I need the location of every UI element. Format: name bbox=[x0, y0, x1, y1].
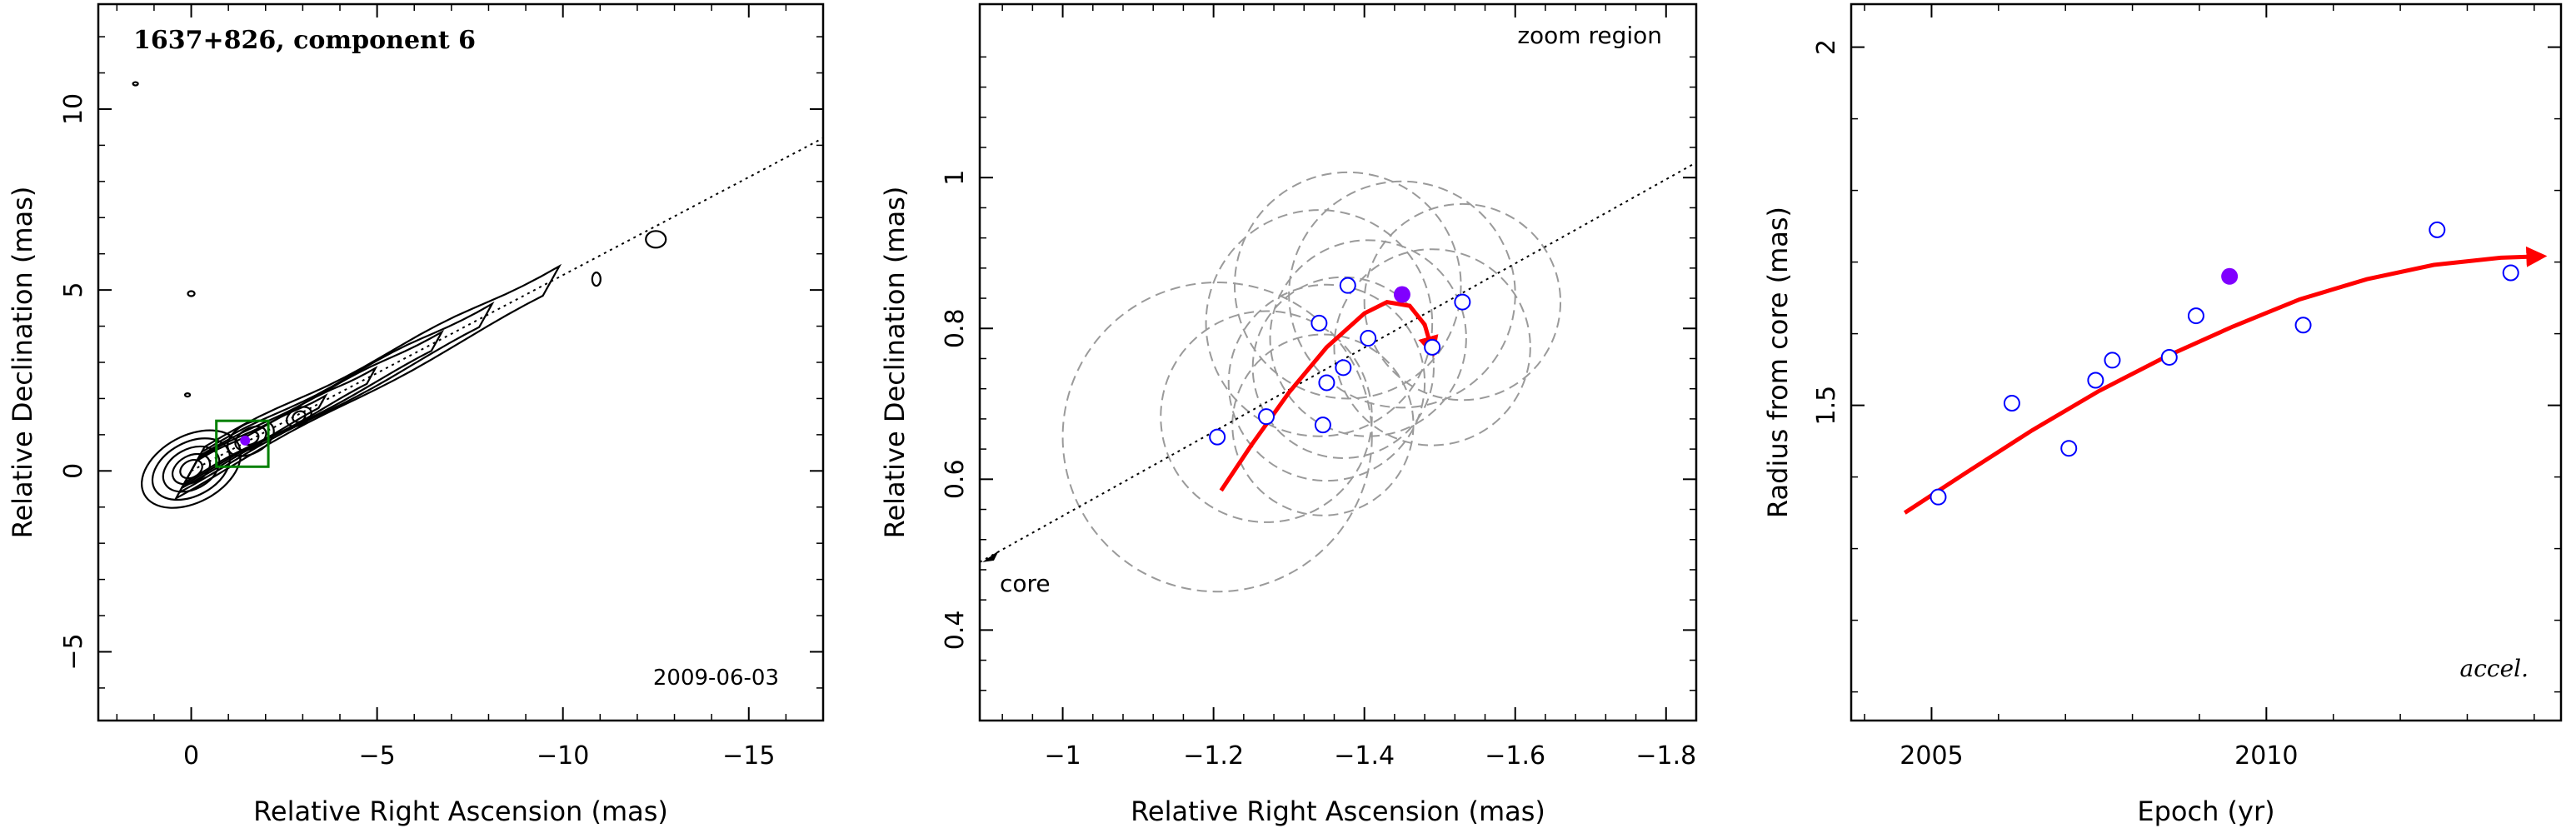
epoch-point bbox=[2060, 440, 2078, 457]
jet-contours bbox=[132, 81, 667, 509]
panel-b-ylabel: Relative Declination (mas) bbox=[879, 187, 911, 539]
panel-c-ytick-label: 2 bbox=[1812, 39, 1841, 55]
panel-a-ytick-label: 0 bbox=[59, 463, 88, 479]
panel-a-title: 1637+826, component 6 bbox=[133, 26, 476, 55]
epoch-point bbox=[1335, 359, 1352, 377]
error-circle bbox=[1251, 276, 1435, 459]
epoch-point bbox=[2087, 372, 2104, 389]
radius-plot-area bbox=[1903, 221, 2548, 515]
epoch-point bbox=[1258, 408, 1275, 426]
panel-c-ytick-label: 1.5 bbox=[1812, 386, 1841, 426]
contour-line bbox=[183, 392, 192, 398]
error-circle bbox=[1160, 310, 1373, 523]
panel-b-xtick-label: −1 bbox=[1044, 741, 1081, 771]
panel-b-ytick-label: 0.6 bbox=[941, 459, 970, 499]
error-circle bbox=[1269, 239, 1467, 437]
panel-c-xlabel: Epoch (yr) bbox=[2137, 796, 2274, 827]
data-points bbox=[1930, 221, 2519, 506]
epoch-point bbox=[2187, 307, 2204, 325]
panel-a-xtick-label: −10 bbox=[537, 741, 589, 771]
epoch-point bbox=[1318, 374, 1335, 392]
epoch-point bbox=[2502, 264, 2519, 282]
panel-a-xlabel: Relative Right Ascension (mas) bbox=[253, 796, 668, 827]
highlighted-epoch-point bbox=[2221, 267, 2239, 285]
core-label: core bbox=[1000, 570, 1051, 597]
zoom-region-box bbox=[215, 419, 270, 468]
panel-c-xtick-label: 2010 bbox=[2234, 741, 2298, 771]
epoch-point bbox=[1209, 428, 1226, 446]
epoch-point bbox=[2160, 348, 2178, 366]
panel-a-xtick-label: 0 bbox=[183, 741, 199, 771]
epoch-point bbox=[2104, 352, 2121, 369]
contour-line bbox=[179, 329, 445, 491]
error-circles bbox=[1061, 171, 1562, 593]
panel-b-ytick-label: 0.8 bbox=[941, 308, 970, 348]
error-circle bbox=[1231, 333, 1415, 516]
fit-curve-arrow bbox=[1903, 246, 2548, 515]
epoch-point bbox=[1930, 488, 1947, 506]
error-circle bbox=[1227, 283, 1426, 482]
contour-line bbox=[187, 290, 196, 297]
panel-a-date: 2009-06-03 bbox=[653, 666, 779, 691]
data-points bbox=[1209, 277, 1471, 446]
panel-contour-map: 0 −5 −10 −15 −5 0 5 10 1637+826, component 6 20… bbox=[7, 2, 825, 827]
jet-axis-dotted-line bbox=[191, 137, 823, 472]
contour-line bbox=[132, 81, 139, 87]
contour-line bbox=[162, 445, 221, 493]
core-direction-arrow bbox=[982, 550, 999, 562]
contour-plot-area bbox=[132, 81, 823, 509]
contour-line bbox=[173, 263, 562, 501]
panel-c-xtick-label: 2005 bbox=[1900, 741, 1963, 771]
zoom-region-label: zoom region bbox=[1517, 22, 1662, 49]
epoch-point bbox=[1339, 277, 1356, 294]
panel-b-ticks: −1 −1.2 −1.4 −1.6 −1.8 0.4 0.6 0.8 1 bbox=[941, 4, 1697, 771]
panel-b-xtick-label: −1.4 bbox=[1334, 741, 1395, 771]
panel-c-frame bbox=[1850, 2, 2563, 722]
contour-line bbox=[177, 301, 495, 496]
panel-a-frame bbox=[97, 2, 825, 722]
panel-b-frame bbox=[978, 2, 1698, 722]
contour-line bbox=[141, 429, 242, 509]
error-circle bbox=[1288, 180, 1516, 409]
contour-line bbox=[645, 230, 667, 249]
panel-a-ytick-label: 10 bbox=[59, 93, 88, 125]
component-marker bbox=[240, 435, 251, 446]
panel-a-xtick-label: −5 bbox=[358, 741, 395, 771]
panel-a-ytick-label: 5 bbox=[59, 282, 88, 298]
panel-b-xtick-label: −1.8 bbox=[1635, 741, 1696, 771]
epoch-point bbox=[1314, 416, 1331, 434]
panel-a-ticks: 0 −5 −10 −15 −5 0 5 10 bbox=[59, 4, 823, 771]
panel-b-xlabel: Relative Right Ascension (mas) bbox=[1131, 796, 1545, 827]
error-circle bbox=[1205, 209, 1434, 437]
panel-c-ticks: 2005 2010 1.5 2 bbox=[1812, 4, 2561, 771]
panel-b-ytick-label: 1 bbox=[941, 170, 970, 186]
highlighted-epoch-point bbox=[1393, 286, 1410, 303]
panel-radius-vs-epoch: 2005 2010 1.5 2 accel. Epoch (yr) Radius fr… bbox=[1762, 2, 2563, 827]
panel-b-xtick-label: −1.2 bbox=[1183, 741, 1244, 771]
epoch-point bbox=[2294, 317, 2312, 334]
panel-b-ytick-label: 0.4 bbox=[941, 611, 970, 651]
epoch-point bbox=[1360, 330, 1377, 347]
contour-line bbox=[591, 272, 602, 287]
accel-label: accel. bbox=[2460, 655, 2529, 682]
epoch-point bbox=[1424, 338, 1441, 356]
panel-a-ylabel: Relative Declination (mas) bbox=[7, 187, 38, 539]
epoch-point bbox=[2429, 221, 2446, 238]
epoch-point bbox=[2003, 395, 2020, 412]
epoch-point bbox=[1310, 314, 1328, 332]
contour-line bbox=[171, 452, 212, 486]
panel-zoom-region: −1 −1.2 −1.4 −1.6 −1.8 0.4 0.6 0.8 1 zoom region… bbox=[879, 2, 1698, 827]
error-circle bbox=[1363, 202, 1562, 402]
contour-line bbox=[181, 366, 378, 488]
panel-a-xtick-label: −15 bbox=[722, 741, 775, 771]
panel-a-ytick-label: −5 bbox=[59, 633, 88, 670]
panel-b-xtick-label: −1.6 bbox=[1485, 741, 1545, 771]
trajectory-arrow bbox=[1219, 300, 1439, 492]
error-circle bbox=[1333, 248, 1531, 446]
epoch-point bbox=[1454, 293, 1471, 311]
zoom-plot-area bbox=[980, 162, 1696, 593]
panel-c-ylabel: Radius from core (mas) bbox=[1762, 207, 1794, 518]
